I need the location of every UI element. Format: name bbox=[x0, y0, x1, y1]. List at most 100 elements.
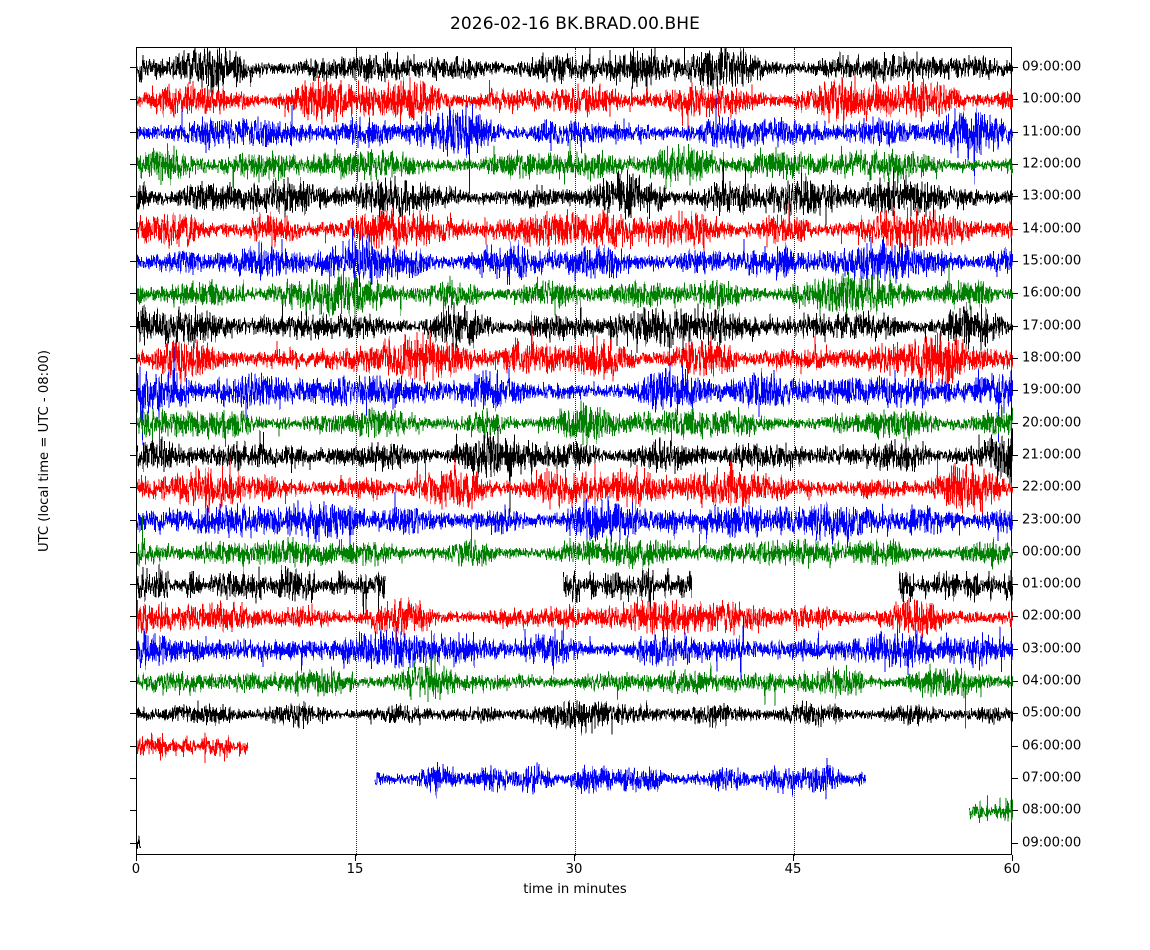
y-tick-label-right-1: 10:00:00 bbox=[1022, 91, 1082, 107]
y-tick-mark-left-3 bbox=[130, 163, 136, 165]
y-tick-label-right-21: 06:00:00 bbox=[1022, 738, 1082, 754]
y-tick-mark-left-4 bbox=[130, 196, 136, 198]
y-tick-mark-right-18 bbox=[1012, 648, 1018, 650]
y-tick-label-right-9: 18:00:00 bbox=[1022, 350, 1082, 366]
y-tick-label-right-15: 00:00:00 bbox=[1022, 544, 1082, 560]
y-tick-label-right-18: 03:00:00 bbox=[1022, 641, 1082, 657]
y-tick-label-right-3: 12:00:00 bbox=[1022, 156, 1082, 172]
y-tick-label-right-5: 14:00:00 bbox=[1022, 221, 1082, 237]
page-title: 2026-02-16 BK.BRAD.00.BHE bbox=[449, 14, 701, 34]
y-tick-mark-left-12 bbox=[130, 454, 136, 456]
x-tick-mark-45 bbox=[793, 855, 794, 861]
y-tick-mark-right-16 bbox=[1012, 584, 1018, 586]
y-tick-mark-left-23 bbox=[130, 810, 136, 812]
y-tick-mark-right-15 bbox=[1012, 551, 1018, 553]
y-tick-mark-right-20 bbox=[1012, 713, 1018, 715]
y-tick-mark-left-24 bbox=[130, 842, 136, 844]
x-tick-label-60: 60 bbox=[1003, 862, 1021, 877]
y-tick-label-right-10: 19:00:00 bbox=[1022, 382, 1082, 398]
trace-060000-seg0 bbox=[374, 757, 866, 800]
y-tick-mark-left-22 bbox=[130, 778, 136, 780]
y-tick-mark-right-10 bbox=[1012, 390, 1018, 392]
y-tick-mark-left-20 bbox=[130, 713, 136, 715]
y-tick-label-right-16: 01:00:00 bbox=[1022, 576, 1082, 592]
y-tick-mark-right-3 bbox=[1012, 163, 1018, 165]
y-tick-label-right-2: 11:00:00 bbox=[1022, 124, 1082, 140]
y-tick-mark-right-23 bbox=[1012, 810, 1018, 812]
y-axis-label: UTC (local time = UTC - 08:00) bbox=[37, 349, 52, 553]
x-axis-label: time in minutes bbox=[523, 882, 627, 897]
x-tick-mark-60 bbox=[1012, 855, 1013, 861]
y-tick-mark-left-19 bbox=[130, 681, 136, 683]
y-tick-label-right-20: 05:00:00 bbox=[1022, 705, 1082, 721]
y-tick-mark-left-17 bbox=[130, 616, 136, 618]
y-tick-mark-left-14 bbox=[130, 519, 136, 521]
y-tick-label-right-23: 08:00:00 bbox=[1022, 802, 1082, 818]
y-tick-mark-right-7 bbox=[1012, 293, 1018, 295]
y-tick-mark-right-8 bbox=[1012, 325, 1018, 327]
y-tick-label-right-8: 17:00:00 bbox=[1022, 318, 1082, 334]
x-tick-label-45: 45 bbox=[784, 862, 802, 877]
y-tick-mark-right-14 bbox=[1012, 519, 1018, 521]
y-tick-mark-right-11 bbox=[1012, 422, 1018, 424]
y-tick-mark-right-6 bbox=[1012, 260, 1018, 262]
y-tick-mark-right-12 bbox=[1012, 454, 1018, 456]
y-tick-mark-left-5 bbox=[130, 228, 136, 230]
y-tick-mark-right-19 bbox=[1012, 681, 1018, 683]
y-tick-mark-left-21 bbox=[130, 745, 136, 747]
y-tick-mark-left-16 bbox=[130, 584, 136, 586]
y-tick-label-right-17: 02:00:00 bbox=[1022, 608, 1082, 624]
x-tick-label-15: 15 bbox=[346, 862, 364, 877]
x-tick-mark-15 bbox=[355, 855, 356, 861]
y-tick-label-right-0: 09:00:00 bbox=[1022, 59, 1082, 75]
y-tick-mark-left-15 bbox=[130, 551, 136, 553]
y-tick-mark-left-13 bbox=[130, 487, 136, 489]
y-tick-label-right-13: 22:00:00 bbox=[1022, 479, 1082, 495]
y-tick-mark-left-6 bbox=[130, 260, 136, 262]
y-tick-mark-right-22 bbox=[1012, 778, 1018, 780]
y-tick-label-right-6: 15:00:00 bbox=[1022, 253, 1082, 269]
y-tick-mark-left-2 bbox=[130, 131, 136, 133]
y-tick-label-right-7: 16:00:00 bbox=[1022, 285, 1082, 301]
trace-080000-seg0 bbox=[137, 835, 142, 849]
y-tick-label-right-22: 07:00:00 bbox=[1022, 770, 1082, 786]
y-tick-label-right-11: 20:00:00 bbox=[1022, 415, 1082, 431]
trace-000000-seg0 bbox=[137, 563, 386, 616]
y-tick-label-right-4: 13:00:00 bbox=[1022, 188, 1082, 204]
y-tick-mark-left-9 bbox=[130, 357, 136, 359]
y-tick-mark-left-1 bbox=[130, 99, 136, 101]
gridline-x-30 bbox=[575, 48, 576, 856]
y-tick-label-right-24: 09:00:00 bbox=[1022, 835, 1082, 851]
y-tick-mark-right-13 bbox=[1012, 487, 1018, 489]
x-tick-mark-0 bbox=[136, 855, 137, 861]
y-tick-mark-left-11 bbox=[130, 422, 136, 424]
y-tick-mark-left-10 bbox=[130, 390, 136, 392]
gridline-x-45 bbox=[794, 48, 795, 856]
y-tick-mark-left-8 bbox=[130, 325, 136, 327]
y-tick-mark-left-18 bbox=[130, 648, 136, 650]
trace-050000-seg0 bbox=[137, 732, 249, 764]
gridline-x-15 bbox=[356, 48, 357, 856]
y-tick-mark-right-9 bbox=[1012, 357, 1018, 359]
y-tick-mark-left-7 bbox=[130, 293, 136, 295]
y-tick-label-right-14: 23:00:00 bbox=[1022, 512, 1082, 528]
y-tick-mark-right-4 bbox=[1012, 196, 1018, 198]
y-tick-mark-right-24 bbox=[1012, 842, 1018, 844]
trace-000000-seg1 bbox=[562, 567, 693, 622]
trace-000000-seg2 bbox=[898, 568, 1013, 603]
y-tick-mark-right-1 bbox=[1012, 99, 1018, 101]
y-tick-mark-right-0 bbox=[1012, 67, 1018, 69]
y-tick-mark-right-5 bbox=[1012, 228, 1018, 230]
trace-070000-seg0 bbox=[968, 795, 1013, 823]
y-tick-mark-right-2 bbox=[1012, 131, 1018, 133]
x-tick-label-30: 30 bbox=[565, 862, 583, 877]
plot-area bbox=[136, 47, 1013, 856]
y-tick-mark-right-17 bbox=[1012, 616, 1018, 618]
x-tick-mark-30 bbox=[574, 855, 575, 861]
y-tick-mark-right-21 bbox=[1012, 745, 1018, 747]
y-tick-mark-left-0 bbox=[130, 67, 136, 69]
y-tick-label-right-19: 04:00:00 bbox=[1022, 673, 1082, 689]
x-tick-label-0: 0 bbox=[131, 862, 141, 877]
y-tick-label-right-12: 21:00:00 bbox=[1022, 447, 1082, 463]
